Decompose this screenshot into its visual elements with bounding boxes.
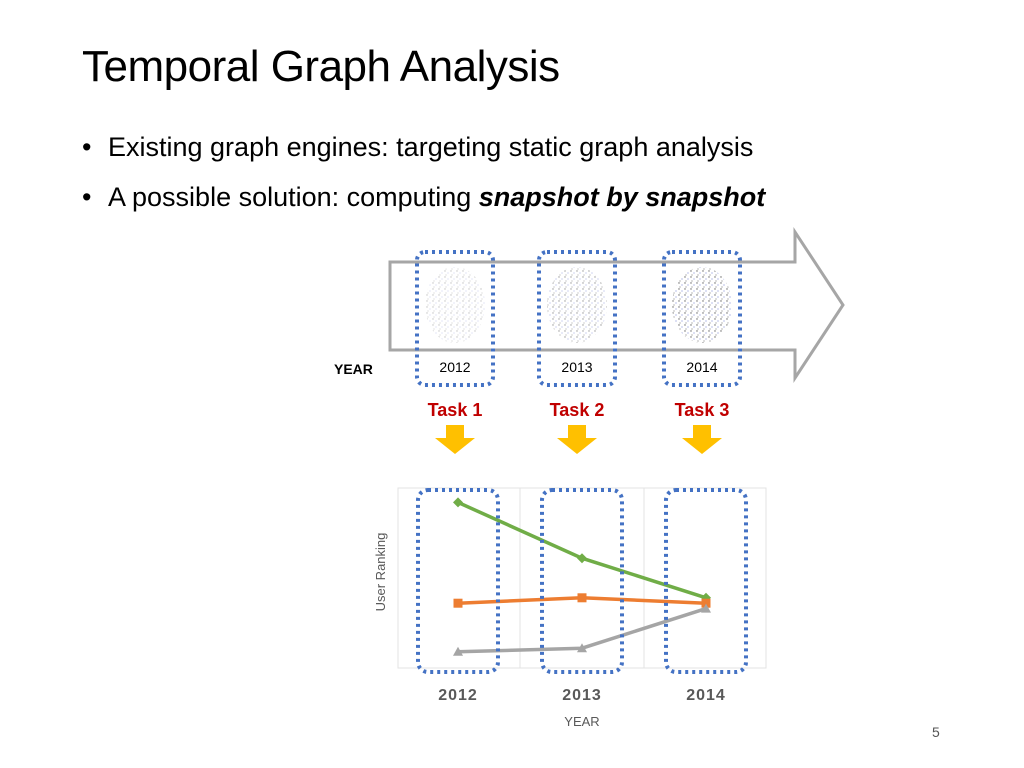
bullet-text-plain: A possible solution: computing: [108, 182, 479, 212]
flow-arrow-icon: [388, 226, 845, 384]
bullet-dot: •: [82, 182, 92, 212]
data-point: [577, 643, 587, 653]
task-label: Task 3: [675, 400, 730, 420]
x-tick-label: 2014: [686, 687, 726, 704]
bullet-emphasis: snapshot by snapshot: [478, 182, 766, 212]
year-highlight-frame: [416, 488, 500, 674]
page-number: 5: [932, 724, 940, 740]
graph-snapshot-image: [547, 267, 607, 343]
slide-title: Temporal Graph Analysis: [82, 42, 560, 91]
snapshot-year: 2013: [561, 359, 592, 375]
data-point: [701, 603, 711, 613]
snapshot-frame: [662, 250, 742, 387]
y-axis-label: User Ranking: [373, 533, 388, 612]
x-axis-label: YEAR: [564, 714, 599, 729]
graph-snapshot-image: [425, 267, 485, 343]
down-arrow-icon: [557, 425, 597, 454]
data-point: [453, 646, 463, 656]
snapshot-year: 2014: [686, 359, 717, 375]
data-point: [577, 553, 587, 564]
graph-snapshot-image: [672, 267, 732, 343]
data-point: [701, 598, 711, 608]
task-label: Task 1: [428, 400, 483, 420]
bullet-item: • Existing graph engines: targeting stat…: [82, 132, 765, 182]
bullet-text: Existing graph engines: targeting static…: [108, 132, 754, 162]
data-point: [453, 598, 463, 608]
bullet-list: • Existing graph engines: targeting stat…: [82, 132, 765, 232]
down-arrow-icon: [682, 425, 722, 454]
task-label: Task 2: [550, 400, 605, 420]
year-highlight-frame: [540, 488, 624, 674]
data-point: [453, 497, 463, 508]
year-highlight-frame: [664, 488, 748, 674]
snapshot-frame: [415, 250, 495, 387]
x-tick-label: 2013: [562, 687, 602, 704]
year-row-label: YEAR: [334, 361, 373, 377]
snapshot-frame: [537, 250, 617, 387]
data-point: [577, 593, 587, 603]
series-line: [457, 500, 707, 600]
x-tick-label: 2012: [438, 687, 478, 704]
bullet-item: • A possible solution: computing snapsho…: [82, 182, 765, 232]
bullet-text: A possible solution: computing snapshot …: [108, 182, 765, 213]
plot-area: [397, 487, 767, 669]
snapshot-year: 2012: [439, 359, 470, 375]
ranking-chart: 2012 2013 2014 YEAR User Ranking: [373, 487, 767, 729]
bullet-dot: •: [82, 132, 92, 162]
down-arrow-icon: [435, 425, 475, 454]
